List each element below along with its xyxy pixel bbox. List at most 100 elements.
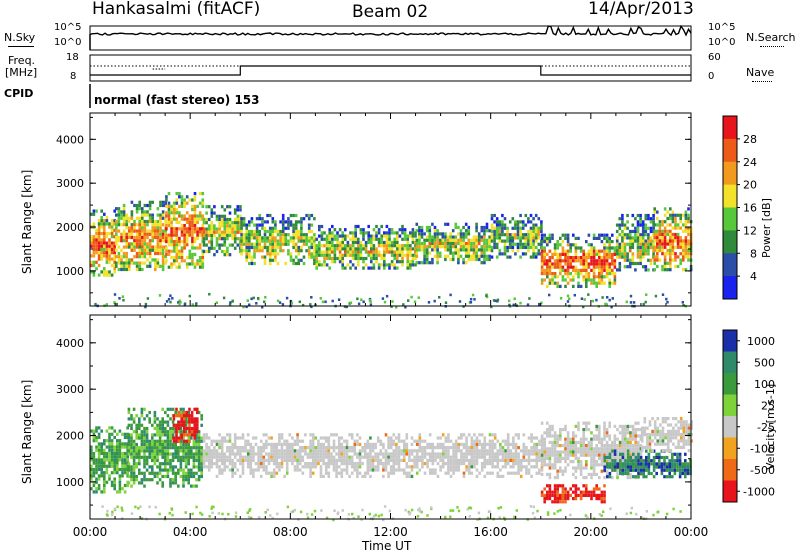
data-cell — [336, 256, 339, 261]
data-cell — [192, 462, 196, 466]
data-cell — [190, 474, 193, 479]
noise-cell — [471, 293, 475, 297]
data-cell — [275, 462, 279, 466]
data-cell — [145, 458, 149, 463]
data-cell — [331, 256, 334, 261]
data-cell — [436, 229, 439, 233]
data-cell — [653, 232, 656, 237]
noise-cell — [301, 303, 305, 307]
data-cell — [97, 225, 101, 229]
data-cell — [161, 433, 164, 437]
data-cell — [223, 439, 227, 443]
data-cell — [656, 242, 659, 246]
data-cell — [631, 245, 635, 250]
data-cell — [202, 455, 206, 459]
data-cell — [406, 250, 409, 254]
data-cell — [121, 467, 124, 472]
data-cell — [592, 252, 596, 256]
data-cell — [674, 258, 677, 262]
data-cell — [138, 446, 141, 450]
data-cell — [127, 452, 131, 456]
data-cell — [143, 213, 147, 217]
data-cell — [245, 233, 248, 237]
data-cell — [537, 249, 541, 253]
data-cell — [215, 214, 219, 218]
data-cell — [319, 446, 323, 450]
data-cell — [313, 217, 316, 221]
data-cell — [92, 432, 96, 436]
data-cell — [639, 245, 642, 250]
data-cell — [310, 239, 314, 243]
data-cell — [687, 258, 690, 262]
data-cell — [311, 449, 315, 453]
data-cell — [115, 226, 118, 230]
data-cell — [634, 217, 637, 221]
data-cell — [156, 226, 160, 230]
data-cell — [315, 253, 318, 257]
data-cell — [132, 449, 136, 453]
data-cell — [564, 249, 567, 253]
data-cell — [319, 471, 323, 475]
data-cell — [161, 462, 164, 466]
sky-panel-frame — [89, 25, 692, 51]
noise-cell — [146, 297, 150, 300]
data-cell — [551, 453, 554, 457]
data-cell — [493, 245, 496, 250]
data-cell — [296, 468, 299, 472]
data-cell — [288, 458, 292, 462]
data-cell — [587, 256, 591, 260]
data-cell — [390, 240, 394, 245]
data-cell — [125, 258, 128, 262]
data-cell — [595, 434, 598, 438]
data-cell — [195, 446, 198, 450]
data-cell — [185, 201, 189, 205]
data-cell — [467, 462, 471, 466]
data-cell — [327, 442, 331, 446]
data-cell — [613, 246, 617, 250]
data-cell — [226, 433, 229, 437]
data-cell — [120, 261, 123, 265]
data-cell — [540, 229, 543, 234]
data-cell — [375, 256, 378, 261]
data-cell — [116, 448, 119, 452]
data-cell — [509, 452, 513, 456]
data-cell — [387, 455, 390, 459]
data-cell — [470, 465, 474, 469]
data-cell — [202, 233, 206, 238]
data-cell — [291, 462, 294, 466]
colorbar-tick-label: 24 — [743, 156, 757, 169]
data-cell — [473, 442, 476, 446]
data-cell — [605, 259, 609, 263]
data-cell — [356, 468, 359, 472]
data-cell — [525, 471, 528, 475]
data-cell — [511, 245, 515, 250]
data-cell — [535, 436, 539, 440]
data-cell — [197, 468, 201, 472]
data-cell — [559, 434, 562, 438]
data-cell — [400, 452, 403, 456]
noise-cell — [324, 300, 327, 304]
data-cell — [135, 478, 138, 482]
data-cell — [345, 442, 349, 446]
data-cell — [358, 471, 362, 475]
data-cell — [397, 449, 401, 453]
data-cell — [374, 455, 377, 459]
data-cell — [207, 217, 211, 222]
data-cell — [682, 255, 685, 259]
data-cell — [108, 260, 111, 264]
data-cell — [281, 213, 285, 218]
data-cell — [444, 455, 448, 459]
data-cell — [514, 462, 518, 466]
data-cell — [278, 449, 281, 453]
data-cell — [600, 278, 604, 282]
data-cell — [341, 256, 344, 261]
data-cell — [161, 255, 165, 259]
data-cell — [318, 263, 321, 267]
data-cell — [480, 446, 484, 450]
data-cell — [411, 247, 415, 251]
data-cell — [115, 235, 118, 240]
data-cell — [388, 228, 391, 232]
data-cell — [218, 439, 221, 443]
data-cell — [195, 449, 198, 453]
data-cell — [532, 239, 535, 243]
